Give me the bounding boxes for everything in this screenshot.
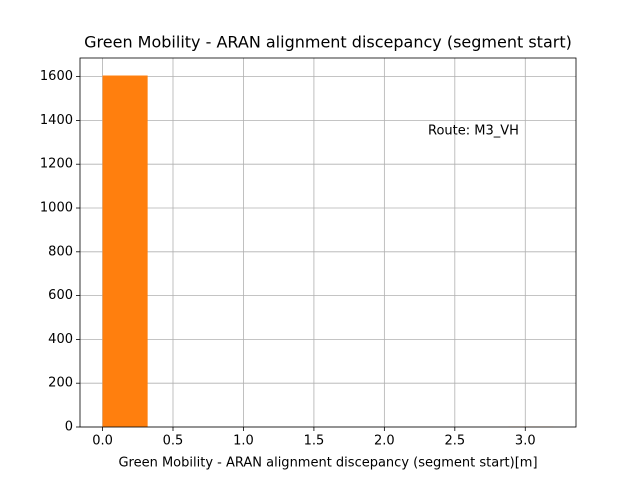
y-tick-label: 800 — [48, 244, 73, 259]
axes-frame — [80, 58, 576, 427]
chart-title: Green Mobility - ARAN alignment discepan… — [84, 33, 572, 52]
y-tick-label: 1000 — [40, 201, 73, 216]
x-tick-label: 2.0 — [374, 434, 395, 449]
x-tick-label: 3.0 — [515, 434, 536, 449]
plot-area — [80, 58, 576, 427]
x-tick-label: 0.0 — [92, 434, 113, 449]
annotation: Route: M3_VH — [428, 124, 519, 139]
y-tick-label: 1600 — [40, 69, 73, 84]
y-tick-label: 0 — [65, 420, 73, 435]
x-tick-label: 2.5 — [444, 434, 465, 449]
x-tick-label: 0.5 — [163, 434, 184, 449]
x-tick-label: 1.5 — [304, 434, 325, 449]
bar — [103, 76, 148, 427]
x-axis-label: Green Mobility - ARAN alignment discepan… — [118, 456, 537, 471]
y-tick-label: 400 — [48, 332, 73, 347]
y-tick-label: 1400 — [40, 113, 73, 128]
y-tick-label: 200 — [48, 376, 73, 391]
x-tick-label: 1.0 — [233, 434, 254, 449]
y-tick-label: 600 — [48, 288, 73, 303]
y-tick-label: 1200 — [40, 157, 73, 172]
